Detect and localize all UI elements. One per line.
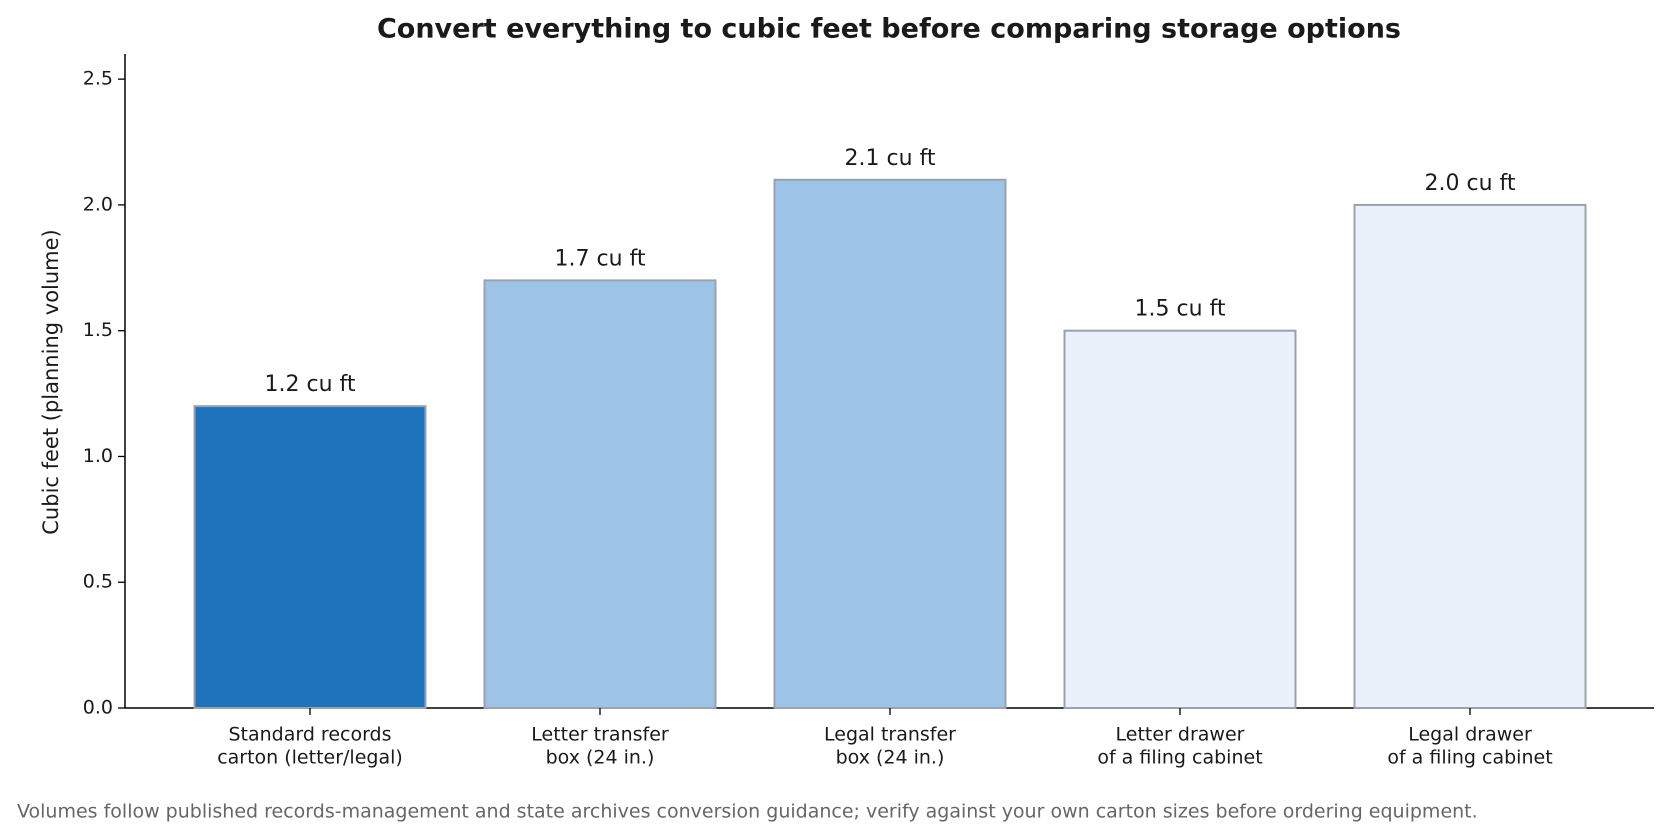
x-tick-label: of a filing cabinet — [1097, 747, 1262, 769]
value-label: 2.0 cu ft — [1425, 171, 1516, 196]
x-tick-label: Standard records — [228, 724, 391, 746]
chart-title: Convert everything to cubic feet before … — [377, 14, 1401, 45]
y-tick-label: 0.5 — [83, 571, 113, 593]
x-tick-label: of a filing cabinet — [1387, 747, 1552, 769]
x-tick-label: Letter drawer — [1116, 724, 1245, 746]
x-tick-label: Legal transfer — [824, 724, 956, 746]
value-label: 2.1 cu ft — [845, 146, 936, 171]
bar — [1353, 203, 1587, 710]
bar — [193, 405, 427, 709]
y-axis-label: Cubic feet (planning volume) — [39, 229, 63, 534]
y-tick-label: 1.0 — [83, 445, 113, 467]
y-tick-label: 1.5 — [83, 319, 113, 341]
x-tick-label: Legal drawer — [1408, 724, 1532, 746]
bar — [483, 279, 717, 709]
y-tick-label: 0.0 — [83, 697, 113, 719]
x-tick-label: carton (letter/legal) — [217, 747, 403, 769]
x-tick-label: box (24 in.) — [836, 747, 945, 769]
footnote: Volumes follow published records-managem… — [17, 801, 1478, 823]
x-tick-label: Letter transfer — [531, 724, 669, 746]
value-label: 1.2 cu ft — [265, 372, 356, 397]
value-label: 1.5 cu ft — [1135, 297, 1226, 322]
y-tick-label: 2.5 — [83, 68, 113, 90]
bar — [773, 178, 1007, 709]
x-tick-label: box (24 in.) — [546, 747, 655, 769]
y-tick-label: 2.0 — [83, 193, 113, 215]
value-label: 1.7 cu ft — [555, 246, 646, 271]
bar — [1063, 329, 1297, 709]
